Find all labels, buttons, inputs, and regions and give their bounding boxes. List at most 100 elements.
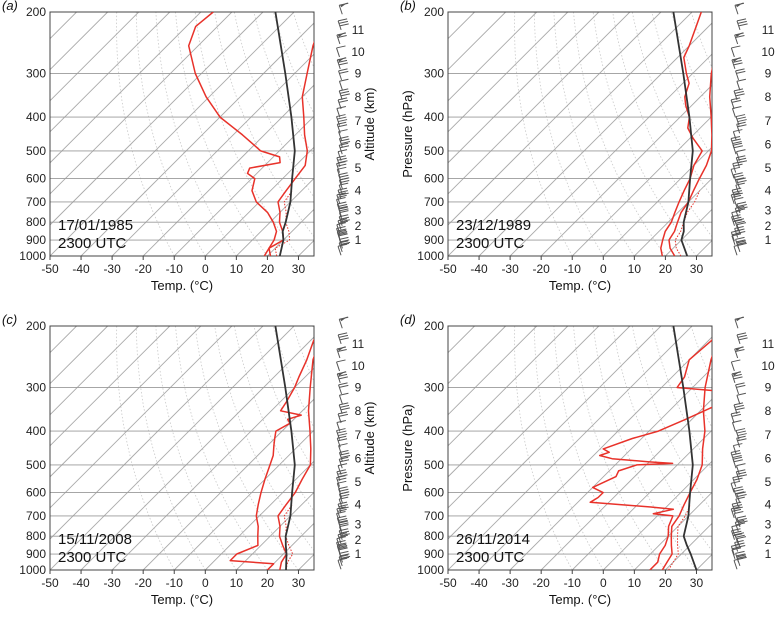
wind-barb-feather bbox=[337, 201, 347, 205]
wind-barb-feather bbox=[340, 93, 350, 97]
altitude-tick-label: 7 bbox=[355, 114, 362, 128]
wind-barb-feather bbox=[338, 232, 348, 236]
altitude-tick-label: 5 bbox=[355, 161, 362, 175]
x-tick-label: -10 bbox=[166, 262, 184, 276]
plot-frame bbox=[49, 325, 315, 571]
wind-barb-feather bbox=[338, 486, 348, 490]
wind-barb bbox=[338, 145, 343, 155]
wind-barb bbox=[338, 131, 343, 141]
wind-barb-feather bbox=[338, 20, 349, 24]
dry-adiabat bbox=[730, 12, 784, 256]
isotherm bbox=[50, 12, 295, 256]
isotherm bbox=[602, 146, 712, 256]
altitude-tick-label: 11 bbox=[762, 337, 775, 351]
altitude-tick-label: 4 bbox=[765, 184, 772, 198]
wind-barb bbox=[733, 90, 738, 101]
y-tick-label: 300 bbox=[424, 66, 444, 80]
altitude-tick-label: 7 bbox=[355, 428, 362, 442]
altitude-tick-label: 3 bbox=[355, 517, 362, 531]
wind-barb bbox=[733, 174, 738, 184]
wind-barb bbox=[338, 556, 343, 567]
y-tick-label: 500 bbox=[26, 458, 46, 472]
wind-barb bbox=[336, 542, 341, 552]
x-tick-label: -30 bbox=[103, 262, 121, 276]
wind-barb-pennant bbox=[732, 56, 741, 62]
wind-barb bbox=[736, 395, 741, 405]
wind-barb bbox=[736, 538, 741, 548]
isotherm bbox=[448, 326, 693, 570]
isotherm bbox=[634, 491, 712, 570]
isotherm bbox=[111, 53, 314, 256]
wind-barb-feather bbox=[732, 59, 742, 63]
y-tick-label: 1000 bbox=[19, 249, 46, 263]
altitude-tick-label: 10 bbox=[351, 359, 365, 373]
wind-barb-feather bbox=[339, 88, 349, 92]
wind-barb-feather bbox=[338, 160, 348, 164]
y-tick-label: 500 bbox=[26, 144, 46, 158]
wind-barb-feather bbox=[338, 382, 348, 386]
wind-barb-feather bbox=[736, 553, 746, 557]
altitude-tick-label: 9 bbox=[765, 66, 772, 80]
dry-adiabat bbox=[135, 12, 206, 256]
series-line-parcel bbox=[274, 326, 296, 570]
wind-barb-feather bbox=[737, 204, 747, 207]
wind-barb-feather bbox=[337, 157, 347, 161]
y-tick-label: 1000 bbox=[417, 563, 444, 577]
x-tick-label: 0 bbox=[202, 576, 209, 590]
wind-barb-feather bbox=[736, 240, 746, 244]
altitude-tick-label: 6 bbox=[355, 452, 362, 466]
wind-barb-feather bbox=[338, 190, 348, 194]
wind-barb-feather bbox=[338, 206, 349, 210]
wind-barb-pennant bbox=[337, 345, 346, 351]
series-line-parcel bbox=[672, 12, 694, 256]
series-line-parcel bbox=[672, 326, 698, 570]
wind-barb-feather bbox=[736, 177, 746, 181]
wind-barb bbox=[338, 384, 343, 395]
wind-barb-feather bbox=[339, 488, 349, 492]
wind-barb-feather bbox=[337, 438, 348, 442]
wind-barb-feather bbox=[732, 142, 743, 146]
dry-adiabat bbox=[273, 326, 314, 429]
y-tick-label: 200 bbox=[26, 5, 46, 19]
y-axis-label: Pressure (hPa) bbox=[400, 404, 415, 491]
wind-barb-feather bbox=[735, 550, 745, 554]
x-tick-label: 10 bbox=[230, 576, 244, 590]
wind-barb-feather bbox=[336, 45, 346, 49]
wind-barb-feather bbox=[338, 474, 348, 478]
wind-barb-feather bbox=[337, 149, 348, 153]
wind-barb-feather bbox=[336, 114, 346, 118]
wind-barb-feather bbox=[734, 197, 744, 200]
wind-barb bbox=[733, 513, 738, 523]
wind-barb-feather bbox=[737, 180, 747, 184]
isotherm bbox=[142, 398, 314, 570]
x-tick-label: -50 bbox=[41, 262, 59, 276]
wind-barb-feather bbox=[734, 511, 744, 514]
x-tick-label: 0 bbox=[600, 262, 607, 276]
y-tick-label: 500 bbox=[424, 458, 444, 472]
wind-barb-feather bbox=[338, 546, 348, 550]
wind-barb bbox=[336, 199, 341, 209]
wind-barb-feather bbox=[339, 384, 349, 388]
wind-barb-feather bbox=[338, 504, 348, 508]
wind-barb-feather bbox=[735, 236, 745, 240]
wind-barb bbox=[338, 184, 343, 195]
isotherm bbox=[448, 12, 569, 133]
wind-barb-feather bbox=[339, 506, 349, 510]
y-axis-label: Pressure (hPa) bbox=[400, 90, 415, 177]
isotherm bbox=[448, 326, 662, 540]
series-group bbox=[187, 12, 314, 256]
isotherm bbox=[50, 12, 264, 226]
wind-barb bbox=[735, 70, 740, 81]
wind-barb bbox=[336, 59, 341, 70]
grid-lines bbox=[50, 326, 314, 570]
wind-barb-feather bbox=[338, 334, 349, 338]
x-tick-label: 10 bbox=[628, 262, 642, 276]
x-axis-label: Temp. (°C) bbox=[151, 592, 213, 607]
wind-barb bbox=[730, 361, 735, 372]
altitude-tick-label: 3 bbox=[765, 203, 772, 217]
wind-barb-feather bbox=[736, 392, 746, 396]
isotherm bbox=[448, 326, 600, 478]
wind-barb-feather bbox=[337, 116, 347, 120]
wind-barb-feather bbox=[336, 359, 346, 363]
wind-barb-feather bbox=[737, 433, 747, 437]
